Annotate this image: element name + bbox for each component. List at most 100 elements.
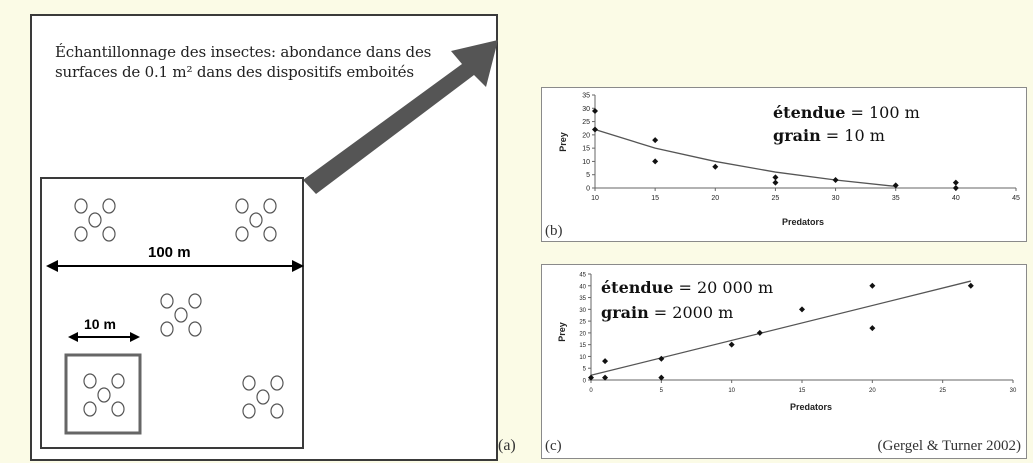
sample-plot-circle: [188, 293, 202, 309]
y-tick-label: 25: [579, 320, 586, 326]
sample-plot-circle: [102, 226, 116, 242]
chart-b-frame: [541, 87, 1027, 242]
sample-plot-circle: [160, 293, 174, 309]
y-tick-label: 15: [579, 343, 586, 349]
sample-plot-circle: [235, 226, 249, 242]
x-tick-label: 30: [1010, 388, 1017, 394]
y-tick-label: 0: [586, 186, 590, 193]
data-point: [658, 355, 665, 362]
data-point: [592, 107, 598, 114]
chart-b: 0 5 10 15 20 25 30 35 10 15 20 25 30 35 40 45 Predators P…: [545, 93, 1020, 240]
y-tick-label: 15: [582, 146, 590, 153]
x-tick-label: 0: [589, 388, 593, 394]
y-tick-label: 45: [579, 273, 586, 279]
data-point: [832, 177, 839, 184]
x-tick-label: 35: [892, 195, 900, 202]
data-point: [728, 341, 735, 348]
y-tick-label: 10: [582, 159, 590, 166]
sample-plot-circle: [111, 373, 125, 389]
sample-plot-circle: [242, 375, 256, 391]
x-axis-label: Predators: [782, 217, 824, 227]
sample-plot-circle: [74, 198, 88, 214]
sample-plot-circle: [160, 321, 174, 337]
sample-plot-circle: [249, 212, 263, 228]
data-point: [602, 374, 609, 381]
sample-plot-circle: [111, 401, 125, 417]
dimension-arrow-100m: [46, 260, 304, 272]
panel-label-a: (a): [498, 437, 516, 454]
data-point: [588, 374, 594, 381]
y-tick-label: 25: [582, 119, 590, 126]
sample-plot-groups: [74, 198, 284, 419]
chart-c-frame: [541, 264, 1027, 459]
y-tick-label: 5: [586, 172, 590, 179]
sample-plot-circle: [174, 307, 188, 323]
sample-plot-circle: [263, 226, 277, 242]
panel-label: (b): [545, 223, 563, 239]
data-point: [772, 174, 779, 181]
data-point: [652, 137, 659, 144]
y-tick-label: 30: [582, 106, 590, 113]
x-tick-label: 20: [869, 388, 876, 394]
dimension-arrow-10m: [68, 332, 140, 342]
y-axis-label: Prey: [558, 132, 568, 152]
data-point: [712, 163, 719, 170]
trend-line: [594, 128, 896, 188]
sample-plot-circle: [270, 375, 284, 391]
sample-plot-circle: [74, 226, 88, 242]
data-point: [892, 182, 899, 189]
y-tick-label: 40: [579, 284, 586, 290]
y-tick-label: 5: [583, 367, 587, 373]
x-tick-label: 40: [952, 195, 960, 202]
sampling-area-100m: [40, 177, 304, 449]
x-tick-label: 5: [660, 388, 664, 394]
y-tick-label: 20: [579, 331, 586, 337]
data-point: [772, 179, 779, 186]
data-point: [952, 185, 959, 191]
y-tick-label: 10: [579, 355, 586, 361]
y-tick-label: 35: [579, 296, 586, 302]
label-10m: 10 m: [84, 316, 116, 332]
x-axis-label: Predators: [790, 402, 832, 412]
y-tick-label: 30: [579, 308, 586, 314]
sample-plot-circle: [83, 401, 97, 417]
label-100m: 100 m: [148, 244, 191, 261]
data-point: [967, 282, 974, 289]
data-point: [869, 282, 876, 289]
x-tick-label: 25: [772, 195, 780, 202]
x-tick-label: 25: [939, 388, 946, 394]
scale-annotation: étendue = 20 000 m: [601, 278, 773, 297]
y-tick-label: 0: [583, 379, 587, 385]
y-axis-label: Prey: [557, 322, 567, 342]
trend-line: [590, 280, 971, 376]
x-tick-label: 15: [799, 388, 806, 394]
x-tick-label: 30: [832, 195, 840, 202]
sample-plot-circle: [188, 321, 202, 337]
sample-plot-circle: [97, 387, 111, 403]
data-point: [652, 158, 659, 165]
sample-plot-circle: [88, 212, 102, 228]
data-point: [799, 306, 805, 313]
x-tick-label: 45: [1012, 195, 1020, 202]
sample-plot-circle: [270, 403, 284, 419]
zoom-arrow-icon: [303, 40, 498, 194]
x-tick-label: 15: [651, 195, 659, 202]
data-point: [592, 126, 598, 133]
data-point: [952, 179, 959, 186]
data-point: [756, 329, 763, 336]
x-tick-label: 20: [711, 195, 719, 202]
panel-label: (c): [545, 438, 562, 454]
sample-plot-circle: [256, 389, 270, 405]
scale-annotation: étendue = 100 m: [773, 103, 920, 122]
sample-plot-circle: [83, 373, 97, 389]
y-tick-label: 20: [582, 132, 590, 139]
x-tick-label: 10: [591, 195, 599, 202]
sample-plot-circle: [263, 198, 277, 214]
sampling-description: Échantillonnage des insectes: abondance …: [55, 43, 432, 81]
sample-plot-circle: [242, 403, 256, 419]
sample-plot-circle: [102, 198, 116, 214]
data-point: [658, 374, 665, 381]
sample-plot-circle: [235, 198, 249, 214]
source-citation: (Gergel & Turner 2002): [878, 438, 1021, 454]
